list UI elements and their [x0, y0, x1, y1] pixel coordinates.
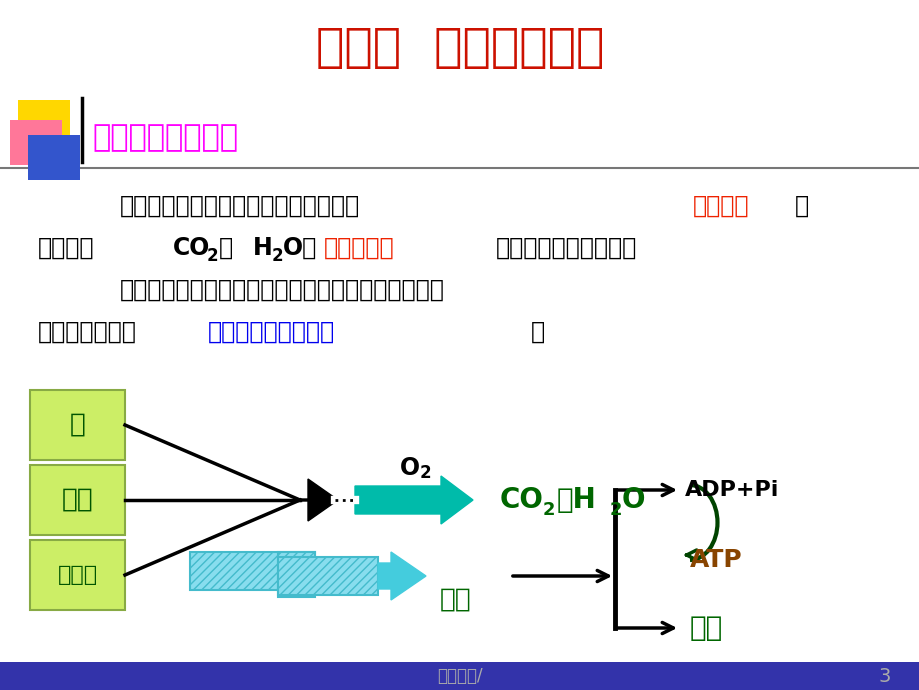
Text: 应，所以又称为: 应，所以又称为: [38, 320, 137, 344]
Text: ADP+Pi: ADP+Pi: [685, 480, 778, 500]
Text: 生物细胞将糖、脂、蛋白质等燃料分子: 生物细胞将糖、脂、蛋白质等燃料分子: [119, 194, 359, 218]
Text: 蛋白质: 蛋白质: [57, 565, 97, 585]
Text: CO: CO: [499, 486, 543, 514]
Text: 和H: 和H: [556, 486, 596, 514]
FancyArrow shape: [355, 476, 472, 524]
Bar: [0, 662, 919, 690]
Text: 细胞氧化或细胞呼吸: 细胞氧化或细胞呼吸: [208, 320, 335, 344]
Text: 糖: 糖: [70, 412, 85, 438]
Text: 2: 2: [542, 501, 555, 519]
Bar: [0, 662, 919, 690]
Text: 3: 3: [878, 667, 891, 685]
Text: 2: 2: [207, 247, 219, 265]
Text: O: O: [621, 486, 645, 514]
Text: 热能: 热能: [689, 614, 722, 642]
Text: 沐风教育/: 沐风教育/: [437, 667, 482, 685]
Bar: [28, 135, 80, 180]
Text: H: H: [253, 236, 272, 260]
Bar: [30, 465, 125, 535]
Text: 一、生物氧化概念: 一、生物氧化概念: [92, 124, 238, 152]
Text: O: O: [400, 456, 420, 480]
FancyArrow shape: [378, 552, 425, 600]
Text: 2: 2: [420, 464, 431, 482]
Text: 2: 2: [272, 247, 283, 265]
Text: 氧化分解: 氧化分解: [692, 194, 749, 218]
Bar: [190, 552, 314, 590]
Bar: [30, 540, 125, 610]
Bar: [278, 552, 314, 597]
Bar: [10, 120, 62, 165]
Bar: [278, 557, 378, 595]
Text: 释放出能量: 释放出能量: [323, 236, 394, 260]
Bar: [30, 390, 125, 460]
Text: 最终生成: 最终生成: [38, 236, 95, 260]
Text: 能量: 能量: [439, 587, 471, 613]
Text: 脂肪: 脂肪: [62, 487, 93, 513]
Text: 的作用称为生物氧化。: 的作用称为生物氧化。: [495, 236, 637, 260]
Text: CO: CO: [173, 236, 210, 260]
FancyArrow shape: [300, 479, 337, 521]
Text: O并: O并: [283, 236, 317, 260]
Text: 2: 2: [609, 501, 622, 519]
Text: 生物氧化包含了细胞呼吸作用中的一系列氧化还原反: 生物氧化包含了细胞呼吸作用中的一系列氧化还原反: [119, 278, 445, 302]
Text: 。: 。: [530, 320, 545, 344]
Text: ATP: ATP: [689, 548, 742, 572]
Bar: [18, 100, 70, 145]
Text: ，: ，: [794, 194, 808, 218]
Text: 第一节  生物氧化概述: 第一节 生物氧化概述: [315, 26, 604, 70]
Text: 和: 和: [219, 236, 233, 260]
